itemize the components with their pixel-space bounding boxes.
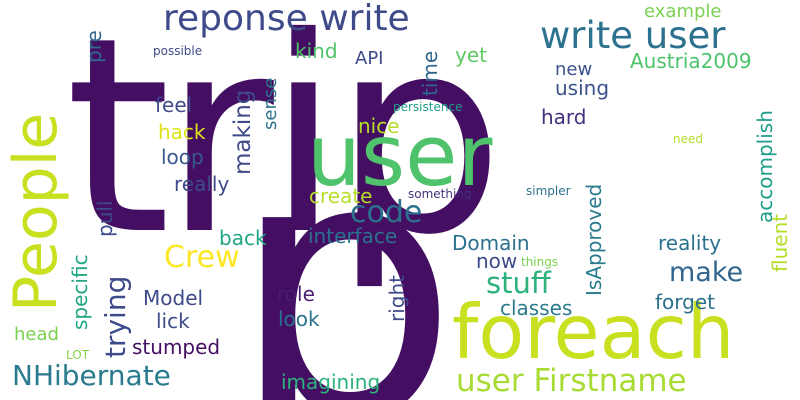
word-sense: sense <box>260 77 281 130</box>
word-make: make <box>669 257 744 288</box>
word-something: something <box>408 187 472 201</box>
word-things: things <box>521 255 559 269</box>
word-now: now <box>476 249 518 273</box>
word-right: right <box>385 275 409 322</box>
word-crew: Crew <box>164 240 240 275</box>
word-people: People <box>1 112 71 312</box>
word-nhibernate: NHibernate <box>12 359 171 392</box>
word-user: user <box>307 107 493 206</box>
word-need: need <box>673 132 703 146</box>
word-fluent: fluent <box>768 213 792 272</box>
word-reponse-write: reponse write <box>163 0 410 39</box>
word-feel: feel <box>155 93 193 117</box>
word-stumped: stumped <box>132 335 221 359</box>
word-domain: Domain <box>452 231 530 255</box>
word-back: back <box>219 226 267 250</box>
word-austria2009: Austria2009 <box>630 49 752 73</box>
word-really: really <box>174 172 230 196</box>
word-using: using <box>555 76 610 100</box>
word-simpler: simpler <box>526 184 571 198</box>
word-forget: forget <box>655 290 715 314</box>
word-look: look <box>278 307 320 331</box>
word-lot: LOT <box>66 348 90 362</box>
word-kind: kind <box>295 39 338 63</box>
word-head: head <box>14 324 59 345</box>
word-persistence: persistence <box>393 100 463 114</box>
word-trip: trip <box>65 0 504 294</box>
word-pull: pull <box>93 200 117 237</box>
word-p: p <box>230 80 459 400</box>
word-api: API <box>355 48 384 69</box>
word-pre: pre <box>82 30 106 63</box>
word-role: role <box>277 282 315 306</box>
word-nice: nice <box>358 114 400 138</box>
word-stuff: stuff <box>486 266 551 300</box>
word-hack: hack <box>158 120 206 144</box>
word-making: making <box>230 89 256 175</box>
word-time: time <box>418 50 442 96</box>
word-accomplish: accomplish <box>753 110 777 223</box>
word-lick: lick <box>156 309 190 333</box>
word-create: create <box>309 184 373 208</box>
word-hard: hard <box>541 105 587 129</box>
word-specific: specific <box>68 254 92 330</box>
word-user-firstname: user Firstname <box>456 363 687 399</box>
word-new: new <box>555 59 593 80</box>
word-possible: possible <box>153 44 203 58</box>
word-foreach: foreach <box>452 288 735 376</box>
word-example: example <box>644 1 722 22</box>
word-loop: loop <box>161 145 204 169</box>
word-isapproved: IsApproved <box>582 183 606 296</box>
word-imagining: imagining <box>281 370 381 394</box>
word-write-user: write user <box>540 14 726 57</box>
word-model: Model <box>143 286 204 310</box>
word-code: code <box>350 195 423 230</box>
word-reality: reality <box>658 231 722 255</box>
word-interface: interface <box>308 224 398 248</box>
word-trying: trying <box>99 275 132 358</box>
word-classes: classes <box>500 296 573 320</box>
word-yet: yet <box>455 43 487 67</box>
